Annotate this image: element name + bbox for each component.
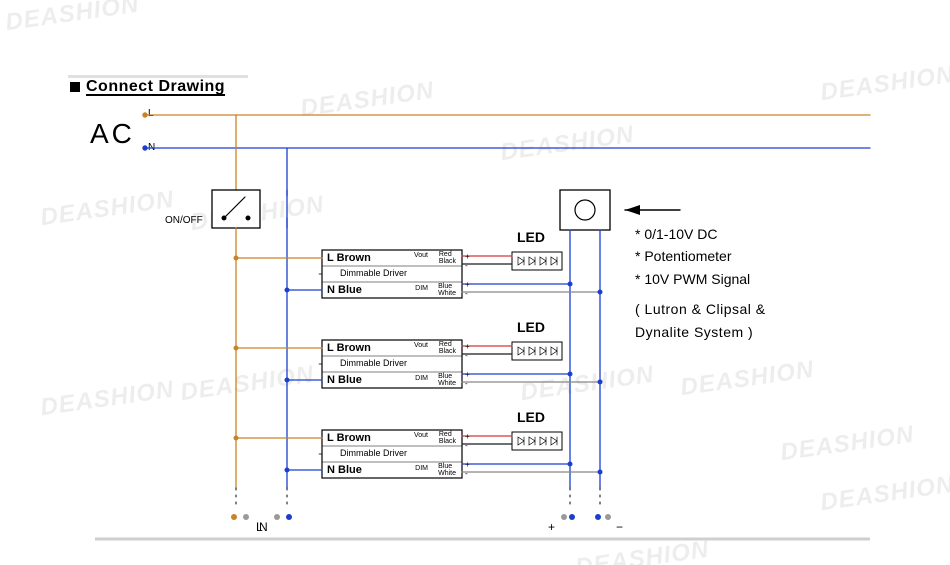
terminal-plus-label: +	[548, 520, 555, 534]
svg-text:-: -	[465, 379, 468, 388]
svg-text:LED: LED	[517, 409, 545, 425]
terminal-dot	[595, 514, 601, 520]
driver-vout-wires: RedBlack	[439, 431, 456, 445]
driver-block: L Brown Dimmable Driver N Blue Vout RedB…	[322, 250, 462, 298]
svg-text:-: -	[465, 441, 468, 450]
driver-n-label: N Blue	[327, 464, 362, 476]
driver-n-label: N Blue	[327, 374, 362, 386]
driver-vout-label: Vout	[414, 252, 428, 259]
driver-dim-label: DIM	[415, 465, 428, 472]
svg-text:+: +	[465, 280, 470, 289]
terminal-dot	[605, 514, 611, 520]
svg-text:+: +	[465, 432, 470, 441]
svg-text:LED: LED	[517, 229, 545, 245]
driver-dim-wires: BlueWhite	[438, 283, 456, 297]
svg-text:+: +	[465, 342, 470, 351]
terminal-dot	[274, 514, 280, 520]
terminal-dot	[243, 514, 249, 520]
driver-n-label: N Blue	[327, 284, 362, 296]
terminal-dot	[561, 514, 567, 520]
driver-dim-label: DIM	[415, 285, 428, 292]
driver-dim-wires: BlueWhite	[438, 463, 456, 477]
terminal-l-label: L	[256, 520, 263, 534]
svg-text:-: -	[465, 261, 468, 270]
svg-text:-: -	[465, 289, 468, 298]
svg-text:LED: LED	[517, 319, 545, 335]
svg-text:+: +	[465, 460, 470, 469]
driver-vout-wires: RedBlack	[439, 341, 456, 355]
driver-vout-wires: RedBlack	[439, 251, 456, 265]
driver-dim-label: DIM	[415, 375, 428, 382]
svg-text:-: -	[465, 469, 468, 478]
driver-dim-wires: BlueWhite	[438, 373, 456, 387]
driver-mid-label: Dimmable Driver	[340, 448, 407, 458]
svg-text:+: +	[465, 370, 470, 379]
svg-text:+: +	[465, 252, 470, 261]
svg-text:-: -	[465, 351, 468, 360]
terminal-dot	[286, 514, 292, 520]
terminal-minus-label: −	[616, 520, 623, 534]
driver-vout-label: Vout	[414, 342, 428, 349]
driver-mid-label: Dimmable Driver	[340, 268, 407, 278]
driver-vout-label: Vout	[414, 432, 428, 439]
driver-block: L Brown Dimmable Driver N Blue Vout RedB…	[322, 430, 462, 478]
driver-block: L Brown Dimmable Driver N Blue Vout RedB…	[322, 340, 462, 388]
terminal-dot	[569, 514, 575, 520]
driver-mid-label: Dimmable Driver	[340, 358, 407, 368]
driver-l-label: L Brown	[327, 342, 371, 354]
terminal-dot	[231, 514, 237, 520]
driver-l-label: L Brown	[327, 252, 371, 264]
driver-l-label: L Brown	[327, 432, 371, 444]
